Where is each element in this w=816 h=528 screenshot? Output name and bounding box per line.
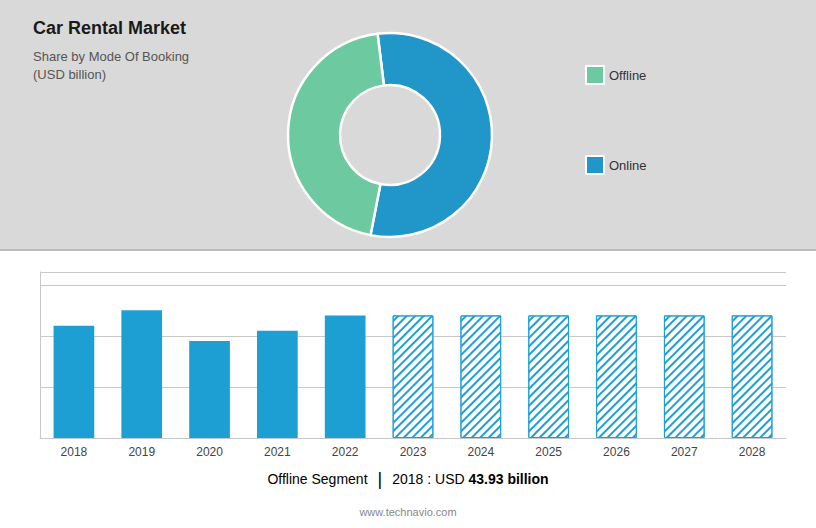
svg-text:43.93 billion: 43.93 billion: [468, 471, 548, 487]
svg-text:www.technavio.com: www.technavio.com: [358, 506, 456, 518]
svg-text:2020: 2020: [196, 445, 223, 459]
svg-text:2018 : USD: 2018 : USD: [392, 471, 468, 487]
svg-text:2023: 2023: [400, 445, 427, 459]
svg-text:2028: 2028: [739, 445, 766, 459]
svg-text:2024: 2024: [467, 445, 494, 459]
svg-text:2025: 2025: [535, 445, 562, 459]
svg-text:2027: 2027: [671, 445, 698, 459]
svg-text:(USD billion): (USD billion): [33, 67, 106, 82]
svg-text:Online: Online: [609, 158, 647, 173]
svg-text:Offline Segment: Offline Segment: [267, 471, 367, 487]
svg-text:2019: 2019: [128, 445, 155, 459]
svg-text:Offline: Offline: [609, 68, 646, 83]
svg-text:2021: 2021: [264, 445, 291, 459]
svg-text:2022: 2022: [332, 445, 359, 459]
svg-text:2018: 2018: [61, 445, 88, 459]
svg-text:Share by Mode Of Booking: Share by Mode Of Booking: [33, 49, 189, 64]
svg-text:2026: 2026: [603, 445, 630, 459]
svg-text:Car Rental Market: Car Rental Market: [33, 18, 186, 38]
